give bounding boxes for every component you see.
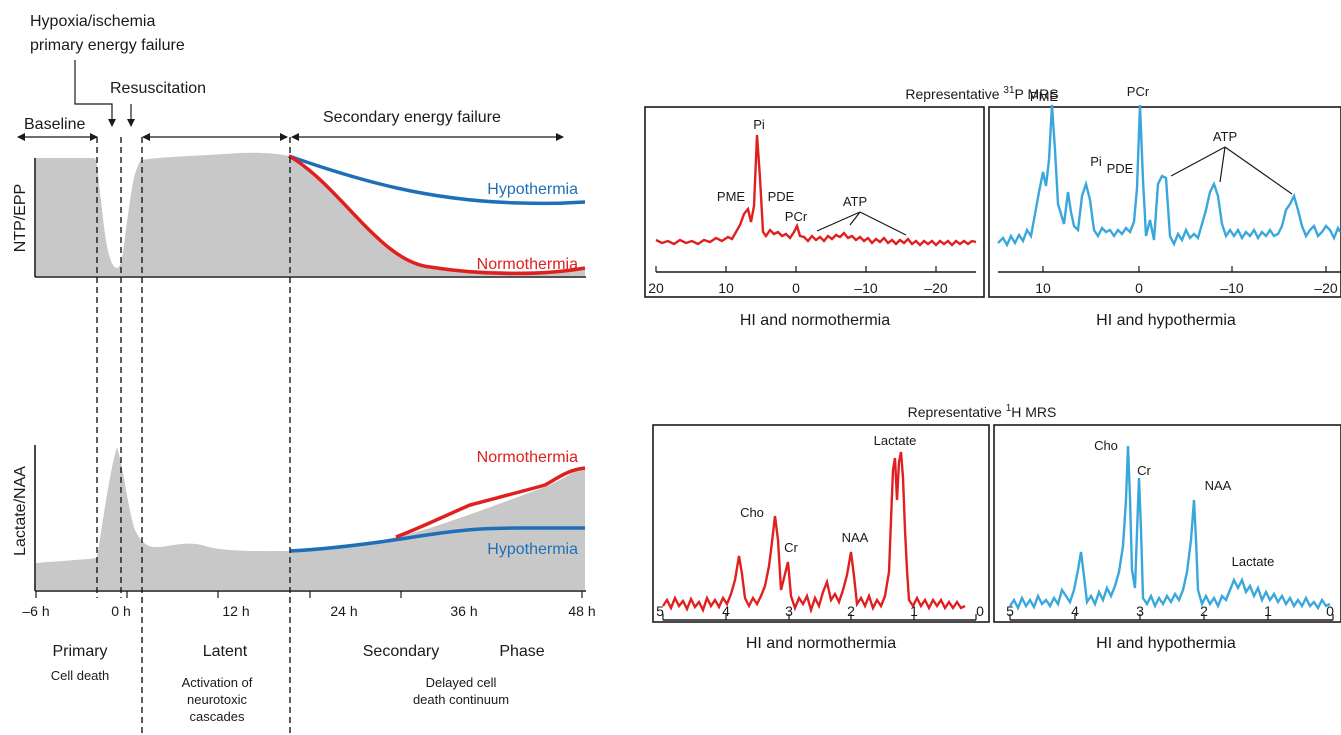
p31-normo-tick: –20 xyxy=(924,280,948,296)
phase-primary-label: Primary xyxy=(52,643,107,660)
ntp-hypothermia-curve xyxy=(288,154,586,206)
peak-label-pcr: PCr xyxy=(1127,84,1150,99)
phase-phase-label: Phase xyxy=(499,643,544,660)
lactate-normothermia-label: Normothermia xyxy=(477,449,578,466)
h1-hypo-caption: HI and hypothermia xyxy=(1096,635,1236,652)
peak-label-pde: PDE xyxy=(1107,161,1134,176)
atp-pointer-lines xyxy=(816,211,907,236)
peak-label-cr: Cr xyxy=(1137,463,1151,478)
peak-label-lactate: Lactate xyxy=(1232,554,1275,569)
h1-hypo-tick: 1 xyxy=(1264,603,1272,619)
ntp-hypothermia-label: Hypothermia xyxy=(487,181,578,198)
phase-latent-sub: Activation of xyxy=(182,675,253,690)
peak-label-cho: Cho xyxy=(740,505,764,520)
peak-label-pme: PME xyxy=(717,189,746,204)
h1-normo-tick: 5 xyxy=(656,603,664,619)
lactate-ylabel: Lactate/NAA xyxy=(12,466,29,556)
peak-label-atp: ATP xyxy=(1213,129,1237,144)
h1-normo-tick: 0 xyxy=(976,603,984,619)
p31-normo-caption: HI and normothermia xyxy=(740,312,890,329)
x-tick-label: 36 h xyxy=(450,603,477,619)
p31-hypothermia-panel: PME PCr Pi PDE ATP 10 0 –10 –20 HI and h… xyxy=(988,84,1341,329)
peak-label-pme: PME xyxy=(1030,89,1059,104)
x-tick-label: 0 h xyxy=(111,603,130,619)
x-tick-label: –6 h xyxy=(22,603,49,619)
h1-hypo-tick: 0 xyxy=(1326,603,1334,619)
peak-label-cho: Cho xyxy=(1094,438,1118,453)
lactate-hypothermia-curve xyxy=(289,526,585,553)
p31-normo-tick: 0 xyxy=(792,280,800,296)
p31-mrs-section: Representative 31P MRS Pi PME PDE PCr AT… xyxy=(644,84,1341,329)
timeline-x-ticks: –6 h 0 h 12 h 24 h 36 h 48 h xyxy=(22,591,596,619)
x-tick-label: 12 h xyxy=(222,603,249,619)
peak-label-naa: NAA xyxy=(1205,478,1232,493)
phase-latent-sub: cascades xyxy=(190,709,245,724)
phase-secondary-sub: death continuum xyxy=(413,692,509,707)
peak-label-atp: ATP xyxy=(843,194,867,209)
peak-label-naa: NAA xyxy=(842,530,869,545)
p31-hypo-spectrum xyxy=(997,104,1341,248)
resuscitation-label: Resuscitation xyxy=(110,80,206,97)
ntp-epp-panel: NTP/EPP Hypothermia Normothermia xyxy=(12,152,586,278)
phase-primary-sub: Cell death xyxy=(51,668,110,683)
ntp-area xyxy=(36,152,585,276)
phase-secondary-label: Secondary xyxy=(363,643,440,660)
hypoxia-label-line1: Hypoxia/ischemia xyxy=(30,13,155,30)
h1-title: Representative 1H MRS xyxy=(908,403,1057,420)
h1-mrs-section: Representative 1H MRS Lactate Cho Cr NAA… xyxy=(652,403,1341,652)
x-tick-label: 48 h xyxy=(568,603,595,619)
h1-normothermia-panel: Lactate Cho Cr NAA 5 4 3 2 1 0 HI and no… xyxy=(652,424,990,652)
phase-latent-label: Latent xyxy=(203,643,248,660)
p31-hypo-tick: 0 xyxy=(1135,280,1143,296)
p31-hypo-tick: –20 xyxy=(1314,280,1338,296)
h1-normo-spectrum xyxy=(662,451,966,615)
lactate-hypothermia-label: Hypothermia xyxy=(487,541,578,558)
lactate-naa-panel: Lactate/NAA Normothermia Hypothermia xyxy=(12,445,586,592)
secondary-energy-failure-label: Secondary energy failure xyxy=(323,109,501,126)
ntp-normothermia-curve xyxy=(288,154,586,276)
x-tick-label: 24 h xyxy=(330,603,357,619)
h1-normo-tick: 4 xyxy=(722,603,730,619)
h1-normo-caption: HI and normothermia xyxy=(746,635,896,652)
peak-label-pde: PDE xyxy=(768,189,795,204)
h1-hypo-spectrum xyxy=(1009,445,1331,611)
peak-label-pcr: PCr xyxy=(785,209,808,224)
ntp-ylabel: NTP/EPP xyxy=(12,184,29,252)
h1-hypo-tick: 3 xyxy=(1136,603,1144,619)
peak-label-pi: Pi xyxy=(753,117,765,132)
p31-normothermia-panel: Pi PME PDE PCr ATP 20 10 0 –10 –20 HI an… xyxy=(644,106,985,329)
p31-normo-tick: –10 xyxy=(854,280,878,296)
p31-normo-spectrum xyxy=(655,134,977,247)
h1-hypo-tick: 5 xyxy=(1006,603,1014,619)
peak-label-cr: Cr xyxy=(784,540,798,555)
p31-normo-tick: 10 xyxy=(718,280,734,296)
phase-latent-sub: neurotoxic xyxy=(187,692,247,707)
p31-normo-tick: 20 xyxy=(648,280,664,296)
peak-label-pi: Pi xyxy=(1090,154,1102,169)
h1-normo-tick: 1 xyxy=(910,603,918,619)
h1-normo-tick: 2 xyxy=(847,603,855,619)
h1-hypo-tick: 4 xyxy=(1071,603,1079,619)
p31-hypo-caption: HI and hypothermia xyxy=(1096,312,1236,329)
hypoxia-pointer xyxy=(74,60,116,127)
p31-title: Representative 31P MRS xyxy=(905,85,1058,102)
lactate-area xyxy=(36,447,585,590)
lactate-normothermia-curve xyxy=(395,466,586,539)
p31-hypo-tick: –10 xyxy=(1220,280,1244,296)
peak-label-lactate: Lactate xyxy=(874,433,917,448)
timeline-diagram: Hypoxia/ischemia primary energy failure … xyxy=(12,13,596,735)
h1-normo-tick: 3 xyxy=(785,603,793,619)
phase-secondary-sub: Delayed cell xyxy=(426,675,497,690)
ntp-normothermia-label: Normothermia xyxy=(477,256,578,273)
h1-hypothermia-panel: Cho Cr NAA Lactate 5 4 3 2 1 0 HI and hy… xyxy=(993,424,1341,652)
hypoxia-label-line2: primary energy failure xyxy=(30,37,185,54)
p31-hypo-tick: 10 xyxy=(1035,280,1051,296)
h1-hypo-tick: 2 xyxy=(1200,603,1208,619)
baseline-label: Baseline xyxy=(24,116,85,133)
atp-pointer-lines xyxy=(1170,146,1293,195)
